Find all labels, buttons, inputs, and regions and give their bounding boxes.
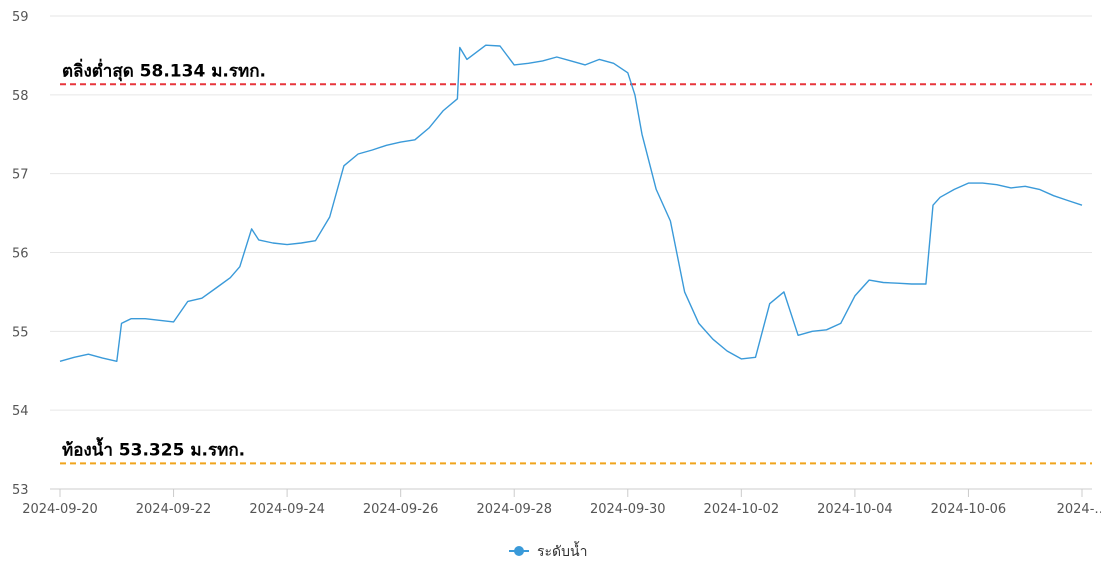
series-layer	[59, 44, 1083, 362]
y-tick-label: 53	[12, 483, 29, 498]
x-tick-label: 2024-10-06	[931, 502, 1007, 517]
x-tick-label: 2024-10-04	[817, 502, 893, 517]
y-tick-label: 55	[12, 325, 29, 340]
x-tick-label: 2024-09-30	[590, 502, 666, 517]
x-tick-label: 2024-…	[1057, 502, 1101, 517]
axes: 53 54 55 56 57 58 59 2024-09-20 2024-09-22 2024-0…	[12, 10, 1101, 517]
series-line	[59, 44, 1083, 362]
y-tick-label: 58	[12, 89, 29, 104]
reference-line-label: ตลิ่งต่ำสุด 58.134 ม.รทก.	[62, 58, 266, 81]
y-tick-label: 56	[12, 247, 29, 262]
grid-lines	[50, 15, 1092, 490]
y-tick-label: 54	[12, 404, 29, 419]
x-tick-label: 2024-09-26	[363, 502, 439, 517]
x-tick-label: 2024-10-02	[704, 502, 780, 517]
reference-lines: ตลิ่งต่ำสุด 58.134 ม.รทก. ท้องน้ำ 53.325 …	[60, 58, 1092, 465]
legend-series-marker-dot	[514, 546, 524, 556]
reference-line-label: ท้องน้ำ 53.325 ม.รทก.	[62, 436, 245, 460]
x-tick-label: 2024-09-22	[136, 502, 212, 517]
legend[interactable]: ระดับน้ำ	[509, 541, 587, 560]
y-tick-label: 59	[12, 10, 29, 25]
x-tick-label: 2024-09-24	[249, 502, 325, 517]
x-tick-label: 2024-09-20	[22, 502, 98, 517]
x-tick-label: 2024-09-28	[476, 502, 552, 517]
y-tick-label: 57	[12, 168, 29, 183]
legend-series-label: ระดับน้ำ	[537, 541, 587, 560]
